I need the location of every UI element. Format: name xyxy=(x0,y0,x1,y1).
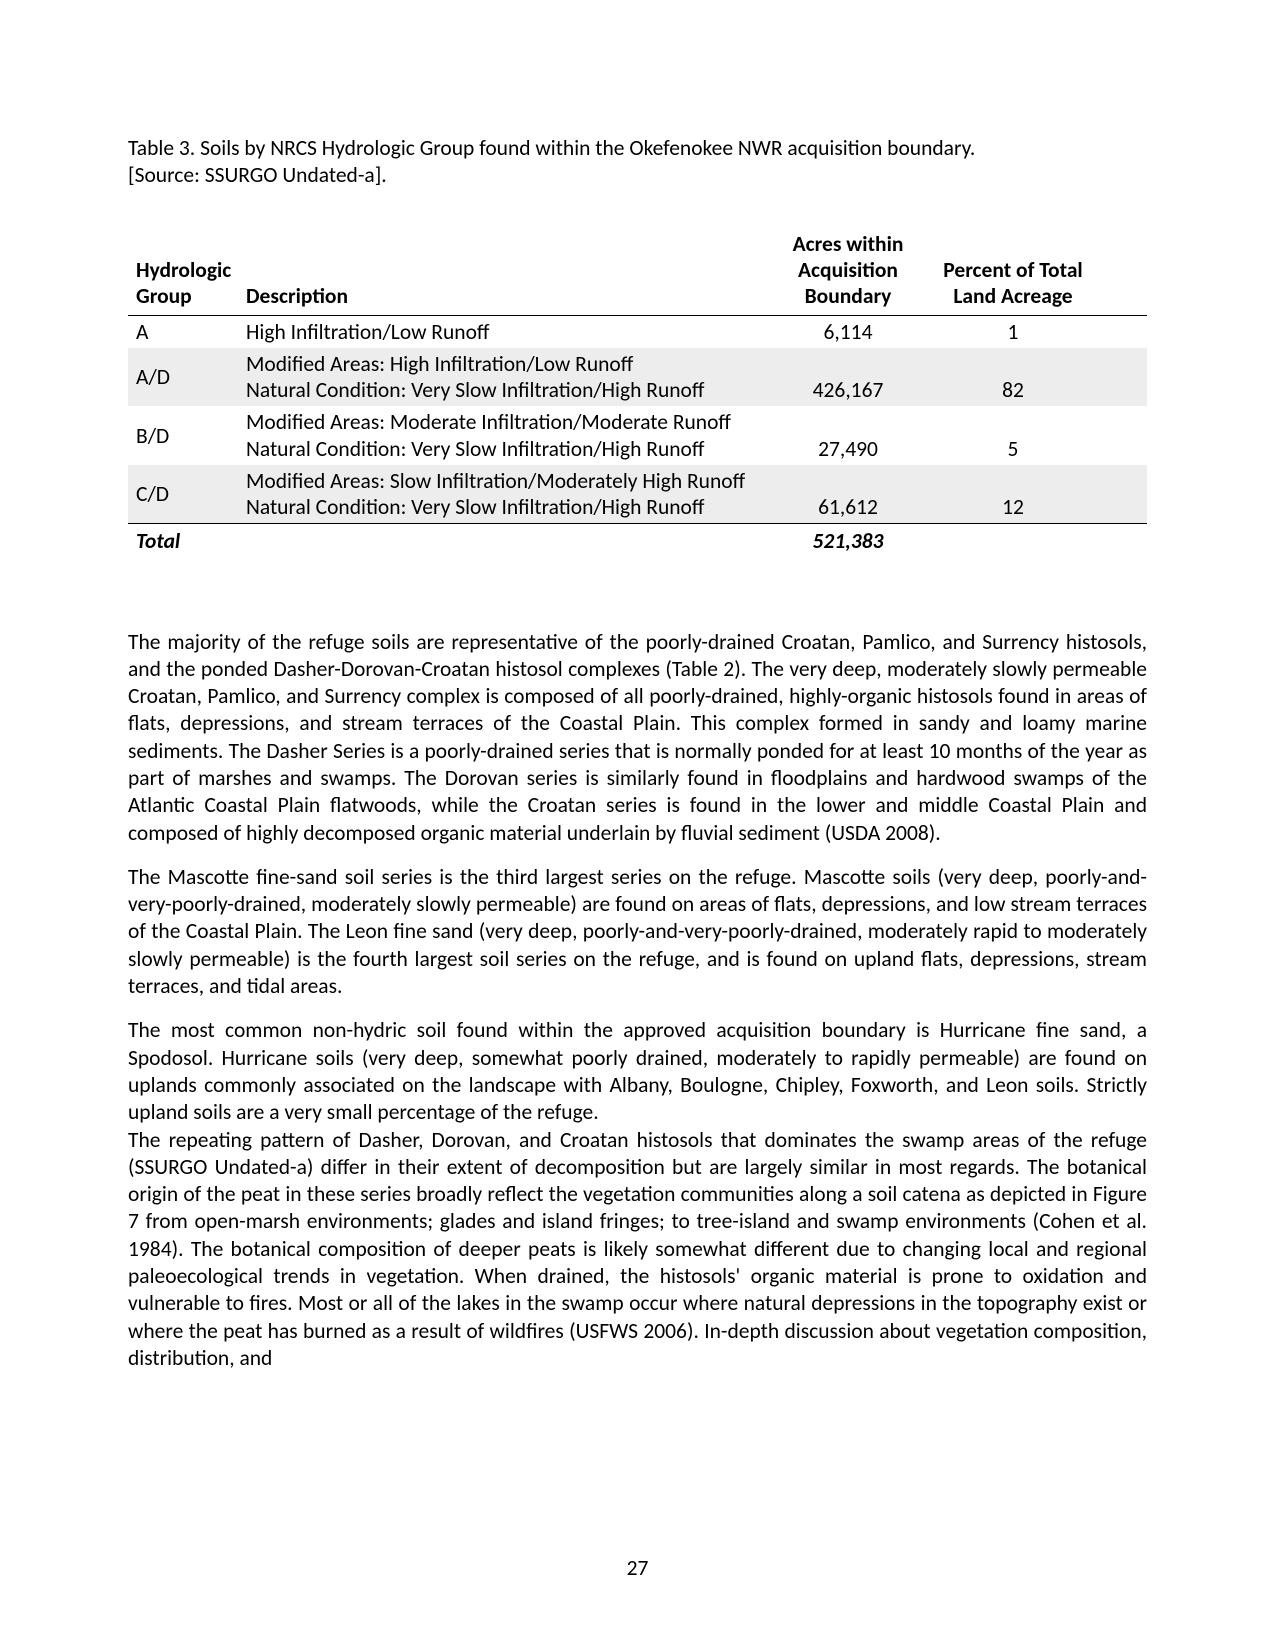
table-row: AHigh Infiltration/Low Runoff6,1141 xyxy=(128,315,1147,348)
header-desc: Description xyxy=(238,227,768,316)
total-acres: 521,383 xyxy=(768,524,928,559)
cell-description: Modified Areas: Moderate Infiltration/Mo… xyxy=(238,406,768,464)
paragraph-3: The most common non-hydric soil found wi… xyxy=(128,1017,1147,1126)
header-group: Hydrologic Group xyxy=(128,227,238,316)
document-page: Table 3. Soils by NRCS Hydrologic Group … xyxy=(0,0,1275,1651)
table-total-row: Total 521,383 xyxy=(128,524,1147,559)
cell-percent: 1 xyxy=(928,315,1098,348)
page-number: 27 xyxy=(0,1555,1275,1581)
table-body: AHigh Infiltration/Low Runoff6,1141A/DMo… xyxy=(128,315,1147,558)
cell-group: A xyxy=(128,315,238,348)
paragraph-1: The majority of the refuge soils are rep… xyxy=(128,629,1147,847)
total-desc-empty xyxy=(238,524,768,559)
cell-acres: 6,114 xyxy=(768,315,928,348)
cell-percent: 12 xyxy=(928,465,1098,524)
cell-pad xyxy=(1098,348,1147,406)
header-pad xyxy=(1098,227,1147,316)
table-header: Hydrologic Group Description Acres withi… xyxy=(128,227,1147,316)
table-row: B/DModified Areas: Moderate Infiltration… xyxy=(128,406,1147,464)
cell-description: High Infiltration/Low Runoff xyxy=(238,315,768,348)
cell-description: Modified Areas: High Infiltration/Low Ru… xyxy=(238,348,768,406)
cell-pad xyxy=(1098,406,1147,464)
cell-acres: 61,612 xyxy=(768,465,928,524)
cell-pad xyxy=(1098,465,1147,524)
table-row: C/DModified Areas: Slow Infiltration/Mod… xyxy=(128,465,1147,524)
cell-acres: 426,167 xyxy=(768,348,928,406)
caption-line-2: [Source: SSURGO Undated-a]. xyxy=(128,162,387,188)
paragraph-2: The Mascotte fine-sand soil series is th… xyxy=(128,864,1147,1000)
cell-group: B/D xyxy=(128,406,238,464)
cell-acres: 27,490 xyxy=(768,406,928,464)
total-percent-empty xyxy=(928,524,1098,559)
cell-group: A/D xyxy=(128,348,238,406)
cell-pad xyxy=(1098,315,1147,348)
soils-table: Hydrologic Group Description Acres withi… xyxy=(128,227,1147,559)
total-label: Total xyxy=(128,524,238,559)
table-caption: Table 3. Soils by NRCS Hydrologic Group … xyxy=(128,135,1147,189)
body-text: The majority of the refuge soils are rep… xyxy=(128,629,1147,1373)
cell-percent: 82 xyxy=(928,348,1098,406)
caption-line-1: Table 3. Soils by NRCS Hydrologic Group … xyxy=(128,135,975,161)
header-acres: Acres within Acquisition Boundary xyxy=(768,227,928,316)
cell-percent: 5 xyxy=(928,406,1098,464)
cell-group: C/D xyxy=(128,465,238,524)
header-pct: Percent of Total Land Acreage xyxy=(928,227,1098,316)
total-pad xyxy=(1098,524,1147,559)
table-row: A/DModified Areas: High Infiltration/Low… xyxy=(128,348,1147,406)
paragraph-4: The repeating pattern of Dasher, Dorovan… xyxy=(128,1127,1147,1373)
cell-description: Modified Areas: Slow Infiltration/Modera… xyxy=(238,465,768,524)
